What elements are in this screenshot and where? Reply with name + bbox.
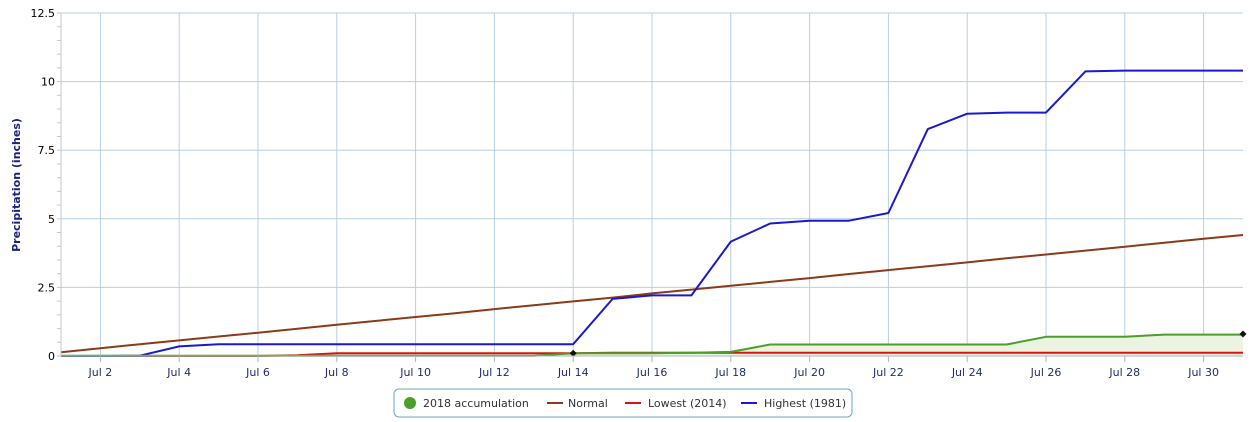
legend-box [393, 388, 853, 418]
area-layer [61, 334, 1243, 356]
x-tick-label: Jul 12 [478, 366, 510, 379]
y-tick-label: 0 [48, 350, 55, 363]
legend-symbol-2018-accumulation [404, 397, 416, 409]
x-tick-label: Jul 18 [714, 366, 746, 379]
legend-item-lowest-2014[interactable]: Lowest (2014) [648, 397, 727, 410]
x-tick-label: Jul 26 [1030, 366, 1062, 379]
series-line-highest-1981 [61, 69, 1243, 357]
x-tick-label: Jul 30 [1187, 366, 1219, 379]
series-area-2018-accumulation [61, 334, 1243, 356]
point-markers [569, 330, 1247, 357]
series-line-normal [60, 234, 1244, 354]
x-tick-label: Jul 10 [399, 366, 431, 379]
legend: 2018 accumulation Normal Lowest (2014) High… [393, 388, 853, 418]
x-tick-label: Jul 24 [951, 366, 983, 379]
data-point-marker [1239, 330, 1247, 338]
grid [61, 12, 1243, 357]
legend-item-2018-accumulation[interactable]: 2018 accumulation [423, 397, 529, 410]
x-tick-label: Jul 28 [1108, 366, 1140, 379]
y-tick-label: 5 [48, 213, 55, 226]
legend-item-normal[interactable]: Normal [568, 397, 608, 410]
y-tick-label: 7.5 [38, 144, 56, 157]
x-tick-label: Jul 6 [245, 366, 270, 379]
x-tick-label: Jul 8 [324, 366, 349, 379]
y-axis-label: Precipitation (inches) [10, 118, 23, 252]
x-tick-label: Jul 20 [793, 366, 825, 379]
legend-item-highest-1981[interactable]: Highest (1981) [764, 397, 846, 410]
y-tick-label: 12.5 [31, 7, 56, 20]
x-tick-label: Jul 14 [557, 366, 589, 379]
data-point-marker [569, 349, 577, 357]
y-tick-label: 10 [41, 76, 55, 89]
x-tick-label: Jul 4 [166, 366, 191, 379]
x-tick-label: Jul 22 [872, 366, 904, 379]
x-tick-label: Jul 2 [88, 366, 113, 379]
axes: 0 2.5 5 7.5 10 12.5 Jul 2 Jul 4 Jul 6 Jul 8 Jul 10… [31, 7, 1243, 379]
x-tick-label: Jul 16 [636, 366, 668, 379]
y-tick-label: 2.5 [38, 281, 56, 294]
